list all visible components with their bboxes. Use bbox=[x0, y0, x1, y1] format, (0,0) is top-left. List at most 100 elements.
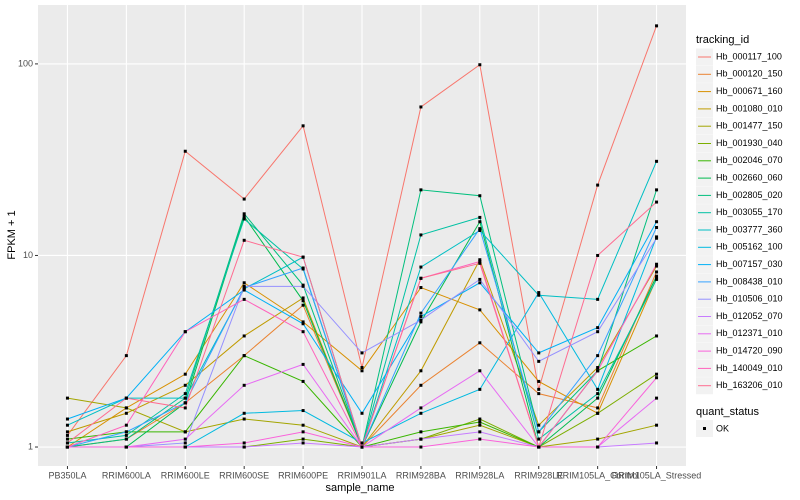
data-point bbox=[478, 430, 482, 434]
data-point bbox=[419, 445, 423, 449]
data-point bbox=[655, 396, 659, 400]
data-point bbox=[65, 423, 69, 427]
data-point bbox=[655, 24, 659, 28]
y-tick-label: 1 bbox=[28, 441, 33, 451]
data-point bbox=[124, 430, 128, 434]
data-point bbox=[242, 212, 246, 216]
data-point bbox=[655, 334, 659, 338]
data-point bbox=[183, 401, 187, 405]
data-point bbox=[124, 445, 128, 449]
x-tick-label: RRIM600LE bbox=[161, 470, 210, 480]
data-point bbox=[655, 225, 659, 229]
data-point bbox=[655, 277, 659, 281]
data-point bbox=[537, 437, 541, 441]
legend-label: Hb_000120_150 bbox=[716, 69, 783, 79]
data-point bbox=[596, 326, 600, 330]
data-point bbox=[419, 188, 423, 192]
data-point bbox=[478, 341, 482, 345]
data-point bbox=[537, 293, 541, 297]
data-point bbox=[596, 406, 600, 410]
data-point bbox=[655, 220, 659, 224]
data-point bbox=[183, 396, 187, 400]
data-point bbox=[655, 372, 659, 376]
data-point bbox=[655, 423, 659, 427]
x-tick-label: RRIM105LA_Control bbox=[556, 470, 639, 480]
data-point bbox=[419, 311, 423, 315]
data-point bbox=[242, 417, 246, 421]
data-point bbox=[655, 270, 659, 274]
data-point bbox=[242, 383, 246, 387]
data-point bbox=[183, 430, 187, 434]
data-point bbox=[478, 63, 482, 67]
data-point bbox=[419, 406, 423, 410]
legend-label: Hb_001477_150 bbox=[716, 121, 783, 131]
data-point bbox=[655, 200, 659, 204]
data-point bbox=[242, 445, 246, 449]
legend-label: Hb_163206_010 bbox=[716, 380, 783, 390]
data-point bbox=[124, 354, 128, 358]
legend-label: Hb_002046_070 bbox=[716, 155, 783, 165]
data-point bbox=[242, 297, 246, 301]
data-point bbox=[537, 387, 541, 391]
data-point bbox=[655, 236, 659, 240]
data-point bbox=[478, 228, 482, 232]
data-point bbox=[301, 320, 305, 324]
data-point bbox=[419, 430, 423, 434]
data-point bbox=[301, 303, 305, 307]
legend-label: Hb_014720_090 bbox=[716, 345, 783, 355]
data-point bbox=[183, 441, 187, 445]
data-point bbox=[183, 383, 187, 387]
data-point bbox=[537, 445, 541, 449]
data-point bbox=[301, 255, 305, 259]
data-point bbox=[596, 366, 600, 370]
data-point bbox=[478, 261, 482, 265]
data-point bbox=[65, 433, 69, 437]
data-point bbox=[183, 372, 187, 376]
legend-label: Hb_001080_010 bbox=[716, 103, 783, 113]
data-point bbox=[242, 281, 246, 285]
data-point bbox=[596, 183, 600, 187]
data-point bbox=[183, 330, 187, 334]
data-point bbox=[419, 233, 423, 237]
data-point bbox=[360, 366, 364, 370]
legend-label: Hb_001930_040 bbox=[716, 138, 783, 148]
x-tick-label: RRIM901LA bbox=[337, 470, 386, 480]
data-point bbox=[242, 288, 246, 292]
data-point bbox=[301, 409, 305, 413]
data-point bbox=[655, 262, 659, 266]
data-point bbox=[65, 430, 69, 434]
data-point bbox=[537, 430, 541, 434]
data-point bbox=[301, 441, 305, 445]
data-point bbox=[419, 265, 423, 269]
data-point bbox=[537, 359, 541, 363]
data-point bbox=[596, 411, 600, 415]
data-point bbox=[301, 423, 305, 427]
data-point bbox=[655, 376, 659, 380]
data-point bbox=[478, 417, 482, 421]
data-point bbox=[301, 379, 305, 383]
data-point bbox=[183, 437, 187, 441]
data-point bbox=[419, 315, 423, 319]
data-point bbox=[419, 318, 423, 322]
data-point bbox=[478, 215, 482, 219]
data-point bbox=[65, 437, 69, 441]
y-tick-label: 10 bbox=[23, 250, 33, 260]
data-point bbox=[242, 217, 246, 221]
data-point bbox=[360, 411, 364, 415]
data-point bbox=[124, 437, 128, 441]
data-point bbox=[419, 411, 423, 415]
x-tick-label: RRIM600LA bbox=[102, 470, 151, 480]
legend-label: Hb_003777_360 bbox=[716, 224, 783, 234]
data-point bbox=[183, 445, 187, 449]
data-point bbox=[124, 396, 128, 400]
data-point bbox=[242, 238, 246, 242]
data-point bbox=[301, 330, 305, 334]
data-point bbox=[537, 392, 541, 396]
data-point bbox=[596, 297, 600, 301]
data-point bbox=[596, 354, 600, 358]
data-point bbox=[360, 351, 364, 355]
data-point bbox=[478, 423, 482, 427]
y-tick-label: 100 bbox=[18, 58, 33, 68]
data-point bbox=[301, 430, 305, 434]
data-point bbox=[419, 437, 423, 441]
